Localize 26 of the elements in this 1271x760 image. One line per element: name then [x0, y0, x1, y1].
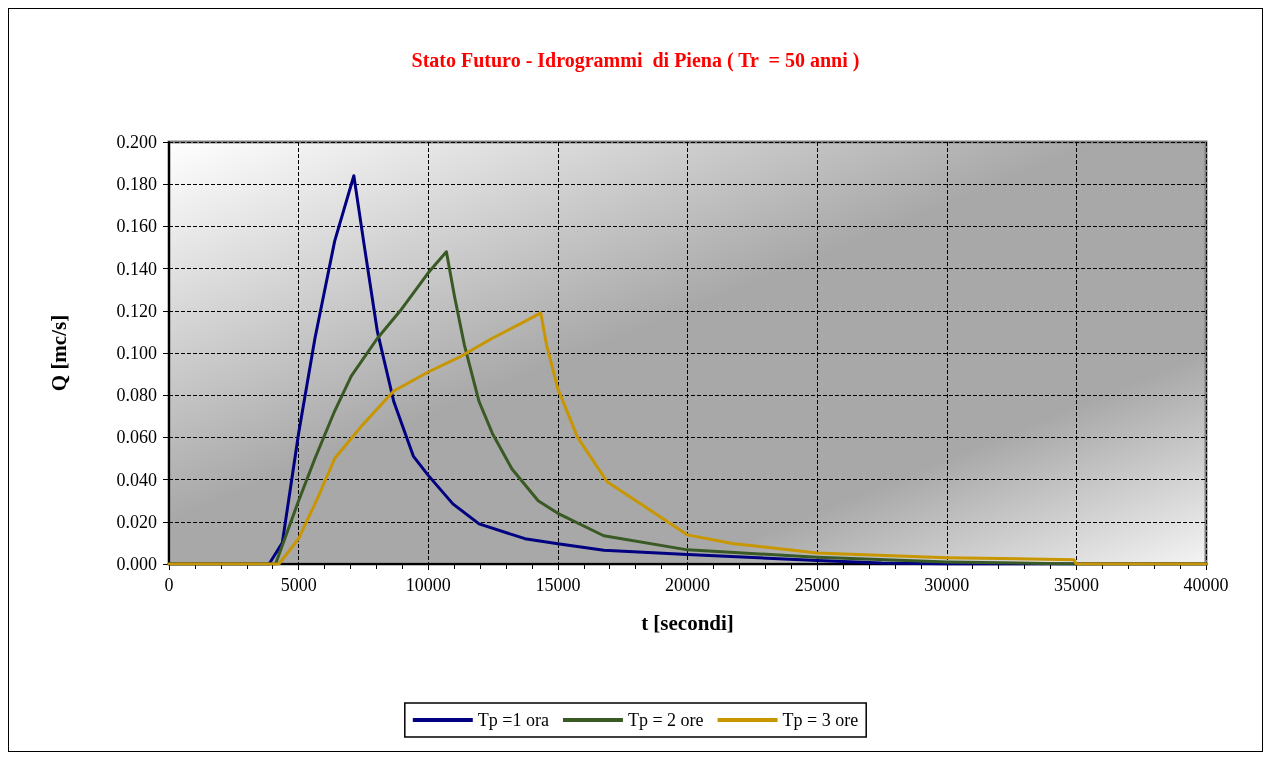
y-tick-label: 0.200	[116, 132, 157, 152]
y-tick-label: 0.120	[116, 300, 157, 321]
x-tick-label: 15000	[535, 575, 581, 595]
y-tick-label: 0.020	[116, 511, 157, 532]
y-tick-label: 0.160	[116, 216, 157, 237]
y-tick-label: 0.000	[116, 554, 157, 574]
x-tick-label: 10000	[405, 575, 451, 595]
y-tick-label: 0.040	[116, 469, 157, 490]
x-axis-title: t [secondi]	[641, 610, 734, 635]
y-tick-label: 0.060	[116, 427, 157, 448]
x-tick-label: 30000	[924, 575, 970, 595]
y-tick-label: 0.100	[116, 343, 157, 363]
x-tick-label: 5000	[280, 575, 317, 595]
y-axis-title: Q [mc/s]	[46, 314, 71, 392]
y-tick-label: 0.140	[116, 258, 157, 279]
x-tick-label: 25000	[794, 575, 840, 595]
x-tick-label: 20000	[665, 575, 710, 595]
x-tick-label: 0	[164, 575, 174, 595]
y-tick-label: 0.180	[116, 174, 157, 195]
legend-label: Tp = 2 ore	[627, 710, 704, 730]
legend-label: Tp = 3 ore	[782, 710, 859, 730]
legend-label: Tp =1 ora	[477, 710, 549, 730]
chart-title: Stato Futuro - Idrogrammi di Piena ( Tr = 50 anni )	[411, 49, 860, 72]
x-tick-label: 35000	[1053, 575, 1099, 595]
x-tick-label: 40000	[1183, 575, 1229, 595]
y-tick-label: 0.080	[116, 385, 157, 406]
